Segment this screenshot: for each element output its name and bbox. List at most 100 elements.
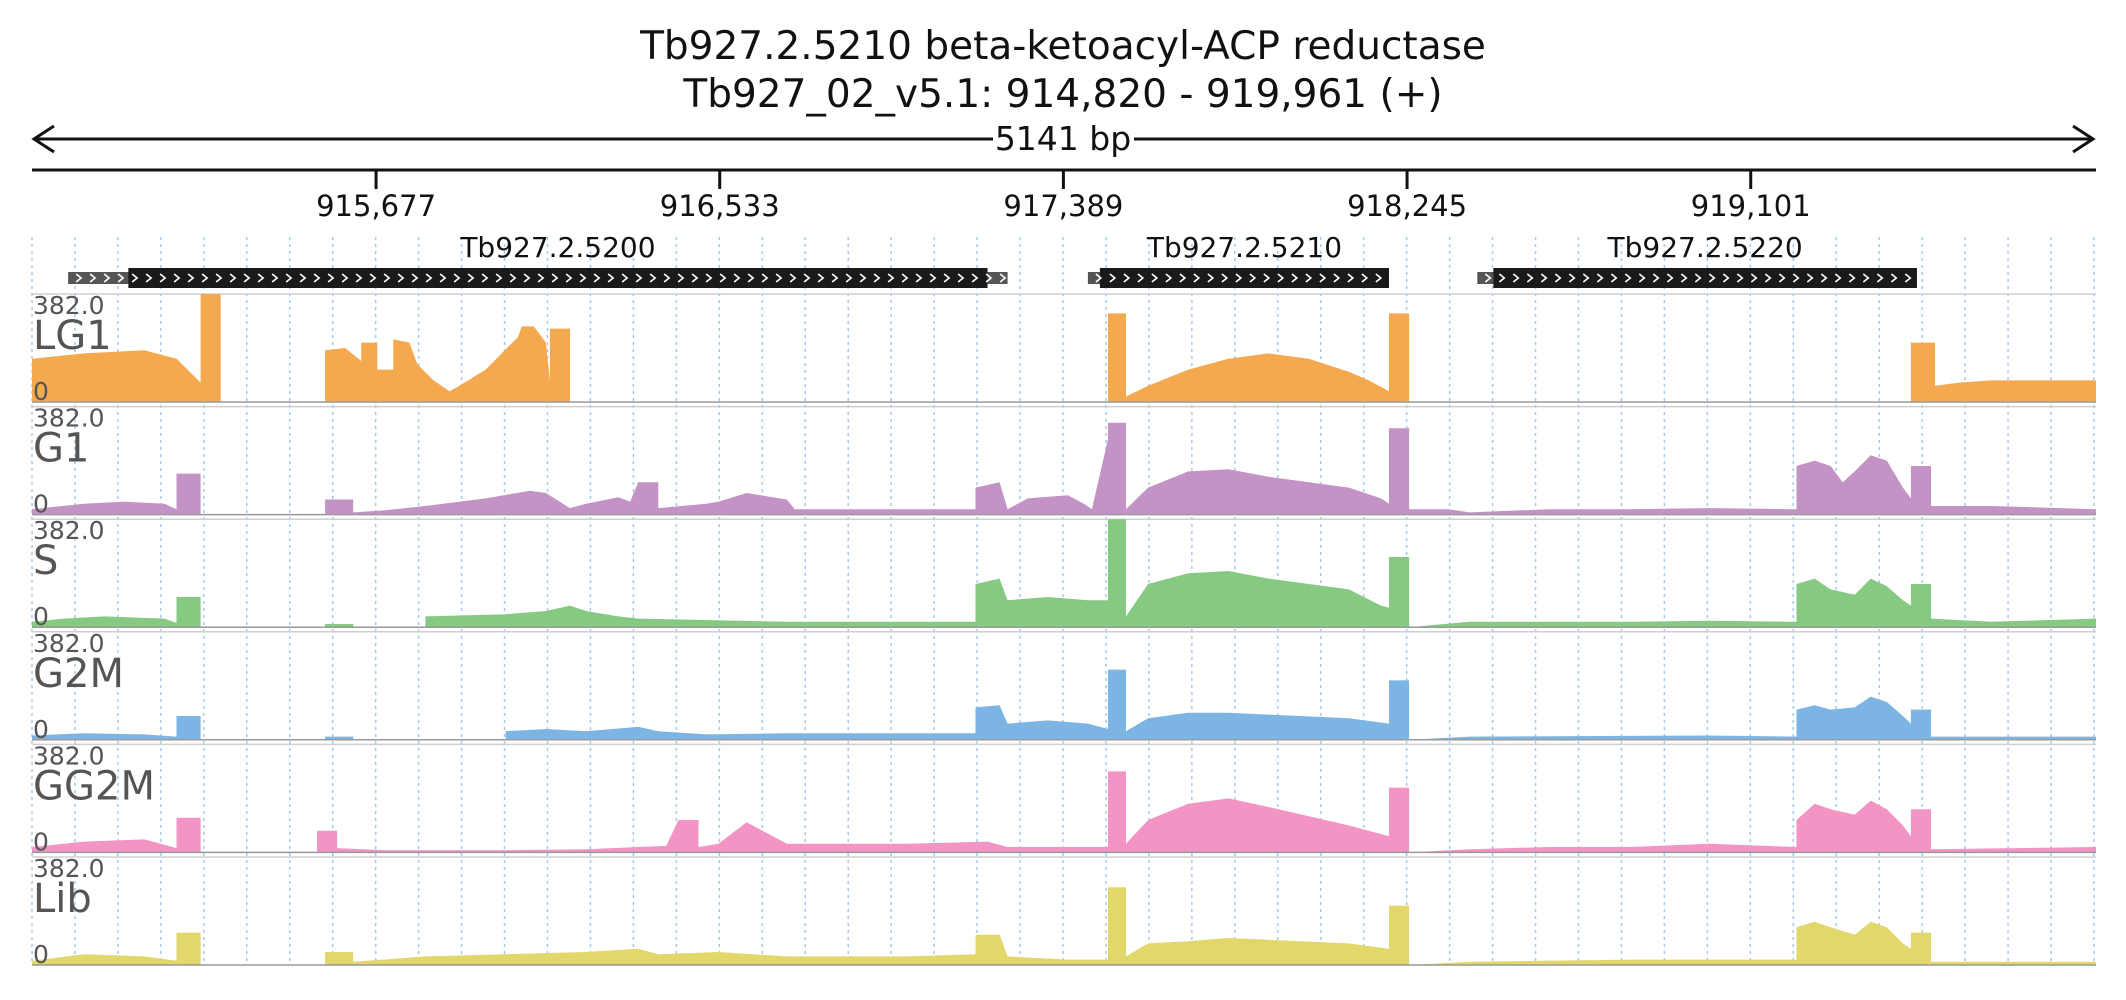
strand-chevrons [75, 273, 1007, 283]
track-scale-min: 0 [33, 490, 49, 519]
strand-arrow [1834, 273, 1842, 283]
track-scale-max: 382.0 [33, 629, 105, 658]
strand-arrow [1263, 273, 1271, 283]
coverage-area [32, 887, 2096, 965]
strand-arrow [677, 273, 685, 283]
gene-cds [1099, 268, 1389, 288]
gene-label: Tb927.2.5210 [1146, 231, 1342, 264]
strand-arrow [551, 273, 559, 283]
strand-arrow [1095, 273, 1103, 283]
strand-arrow [1736, 273, 1744, 283]
strand-arrow [397, 273, 405, 283]
track-lg1: 382.0 0 LG1 [32, 291, 2096, 406]
strand-arrow [579, 273, 587, 283]
strand-arrow [1680, 273, 1688, 283]
strand-arrow [803, 273, 811, 283]
strand-arrow [159, 273, 167, 283]
coverage-tracks: 382.00LG1382.00G1382.00S382.00G2M382.00G… [32, 291, 2096, 969]
strand-arrow [1554, 273, 1562, 283]
track-s: 382.0 0 S [32, 516, 2096, 631]
strand-arrow [1582, 273, 1590, 283]
strand-arrow [201, 273, 209, 283]
coverage-area [32, 294, 2096, 402]
strand-arrow [929, 273, 937, 283]
strand-arrow [747, 273, 755, 283]
track-scale-min: 0 [33, 602, 49, 631]
gene-Tb927.2.5200[interactable]: Tb927.2.5200 [68, 231, 1008, 288]
strand-arrow [635, 273, 643, 283]
strand-arrow [285, 273, 293, 283]
strand-arrow [467, 273, 475, 283]
strand-arrow [1165, 273, 1173, 283]
ruler-tick-label: 916,533 [660, 189, 780, 223]
strand-arrow [1484, 273, 1492, 283]
track-label: GG2M [33, 763, 155, 809]
strand-arrow [509, 273, 517, 283]
track-label: G2M [33, 651, 124, 697]
strand-arrow [1708, 273, 1716, 283]
strand-arrow [943, 273, 951, 283]
strand-arrow [453, 273, 461, 283]
ruler-tick-label: 918,245 [1347, 189, 1467, 223]
ruler-tick-label: 917,389 [1003, 189, 1123, 223]
strand-arrow [1347, 273, 1355, 283]
gene-Tb927.2.5220[interactable]: Tb927.2.5220 [1477, 231, 1917, 288]
strand-arrow [1904, 273, 1912, 283]
ruler-tick-label: 915,677 [316, 189, 436, 223]
strand-arrow [1694, 273, 1702, 283]
strand-arrow [1764, 273, 1772, 283]
strand-arrow [1596, 273, 1604, 283]
strand-arrow [565, 273, 573, 283]
strand-arrow [439, 273, 447, 283]
strand-arrow [187, 273, 195, 283]
strand-arrow [1722, 273, 1730, 283]
track-scale-max: 382.0 [33, 854, 105, 883]
strand-arrow [1862, 273, 1870, 283]
strand-arrow [957, 273, 965, 283]
strand-arrow [327, 273, 335, 283]
strand-arrow [845, 273, 853, 283]
strand-arrow [1137, 273, 1145, 283]
strand-arrow [313, 273, 321, 283]
strand-arrow [1624, 273, 1632, 283]
strand-arrow [173, 273, 181, 283]
strand-arrow [117, 273, 125, 283]
strand-arrow [425, 273, 433, 283]
track-label: LG1 [33, 313, 112, 359]
strand-arrow [145, 273, 153, 283]
strand-arrow [257, 273, 265, 283]
strand-arrow [229, 273, 237, 283]
coverage-area [32, 669, 2096, 740]
strand-arrow [411, 273, 419, 283]
strand-arrow [383, 273, 391, 283]
strand-arrow [621, 273, 629, 283]
strand-arrow [1361, 273, 1369, 283]
track-scale-min: 0 [33, 377, 49, 406]
strand-arrow [1792, 273, 1800, 283]
track-lib: 382.0 0 Lib [32, 854, 2096, 969]
track-scale-min: 0 [33, 940, 49, 969]
strand-arrow [831, 273, 839, 283]
strand-arrow [369, 273, 377, 283]
span-arrow [31, 124, 2096, 154]
track-scale-max: 382.0 [33, 516, 105, 545]
gene-models: Tb927.2.5200 Tb927.2.5210 Tb927.2.5220 [68, 231, 1917, 288]
strand-arrow [341, 273, 349, 283]
coverage-area [32, 519, 2096, 628]
coverage-area [32, 422, 2096, 515]
strand-arrow [1123, 273, 1131, 283]
strand-arrow [873, 273, 881, 283]
strand-arrow [1179, 273, 1187, 283]
strand-arrow [495, 273, 503, 283]
locus-subtitle: Tb927_02_v5.1: 914,820 - 919,961 (+) [682, 72, 1442, 117]
strand-arrow [131, 273, 139, 283]
strand-arrow [1778, 273, 1786, 283]
strand-arrow [243, 273, 251, 283]
strand-arrow [789, 273, 797, 283]
strand-arrow [1638, 273, 1646, 283]
strand-arrow [1848, 273, 1856, 283]
strand-arrow [537, 273, 545, 283]
gene-Tb927.2.5210[interactable]: Tb927.2.5210 [1087, 231, 1389, 288]
ruler-ticks: 915,677 916,533 917,389 918,245 919,101 [316, 170, 1811, 223]
